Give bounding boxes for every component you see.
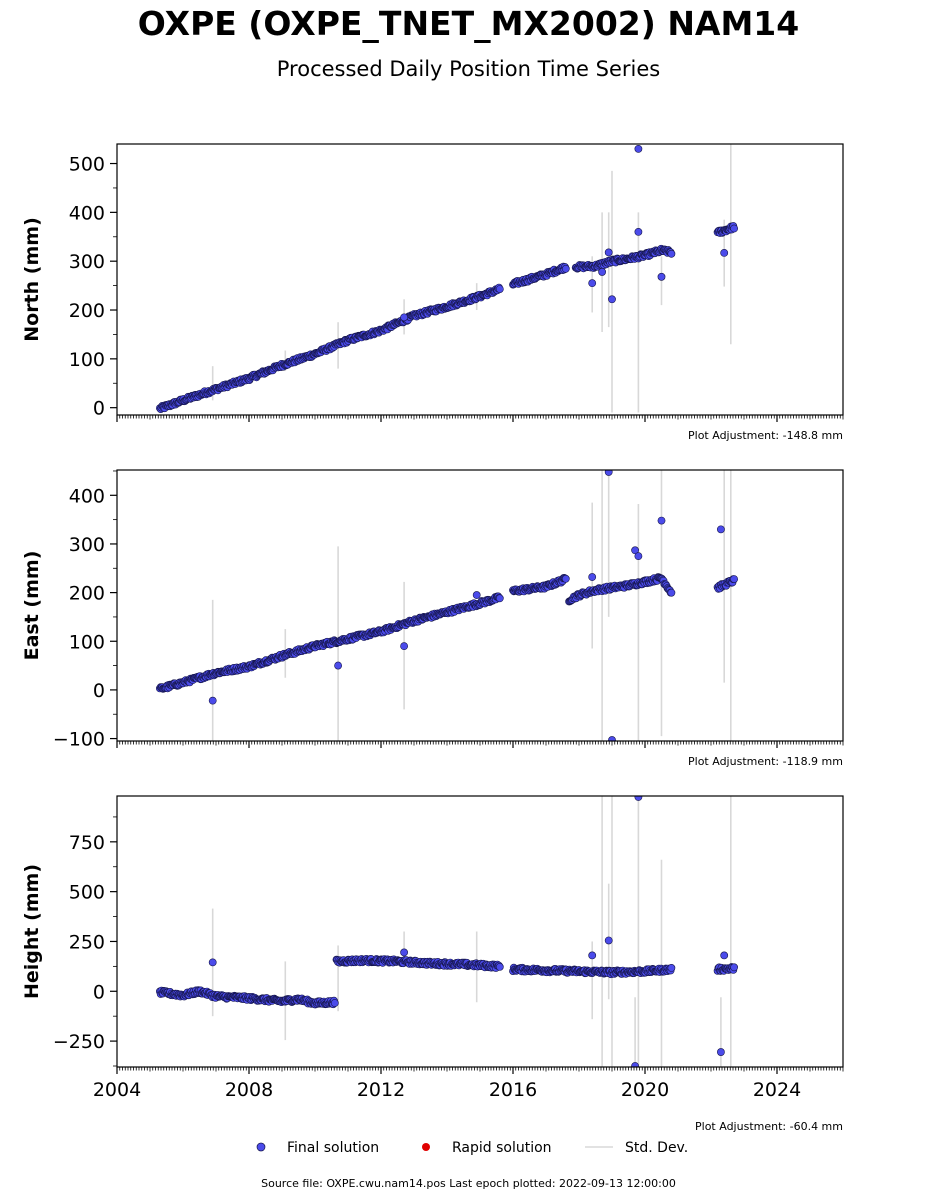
data-point	[561, 574, 570, 583]
outlier-point	[657, 272, 666, 281]
y-tick-label: 200	[69, 583, 105, 605]
y-tick-label: 500	[69, 882, 105, 904]
plot-area	[155, 470, 738, 741]
x-tick-label: 2024	[753, 1079, 801, 1101]
y-tick-label: 400	[69, 485, 105, 507]
y-axis-label: East (mm)	[21, 551, 43, 661]
outlier-point	[634, 227, 643, 236]
x-tick-label: 2020	[621, 1079, 669, 1101]
data-point	[667, 964, 676, 972]
x-tick-label: 2008	[225, 1079, 273, 1101]
y-tick-label: 400	[69, 202, 105, 224]
y-tick-label: 0	[93, 398, 105, 420]
outlier-point	[208, 696, 217, 705]
outlier-point	[604, 470, 613, 476]
outlier-point	[472, 591, 481, 599]
y-tick-label: 750	[69, 832, 105, 854]
chart-title: OXPE (OXPE_TNET_MX2002) NAM14	[137, 4, 800, 43]
y-tick-label: −250	[53, 1031, 105, 1053]
data-point	[667, 588, 676, 597]
data-point	[495, 963, 504, 971]
y-tick-label: 200	[69, 300, 105, 322]
outlier-point	[634, 144, 643, 153]
plot-adjustment-note: Plot Adjustment: -148.8 mm	[688, 429, 843, 442]
outlier-point	[631, 1062, 639, 1067]
legend: Final solution Rapid solution Std. Dev.	[256, 1140, 688, 1156]
outlier-point	[657, 516, 666, 525]
data-point	[730, 224, 738, 233]
outlier-point	[598, 268, 606, 276]
y-tick-label: 500	[69, 154, 105, 176]
legend-stddev-label: Std. Dev.	[625, 1140, 688, 1156]
y-tick-label: 300	[69, 534, 105, 556]
outlier-point	[720, 951, 729, 960]
x-tick-label: 2004	[93, 1079, 141, 1101]
plot-area	[155, 144, 738, 413]
y-axis-label: Height (mm)	[21, 864, 43, 999]
panel-3: 2004 2008 2012 2016 2020 2024 −250 0 250 500 750 He…	[21, 795, 844, 1133]
panel-frame	[116, 795, 844, 1068]
plot-adjustment-note: Plot Adjustment: -60.4 mm	[695, 1120, 843, 1133]
panel-1: 0 100 200 300 400 500 North (mm) Plot Adjustmen…	[21, 143, 844, 442]
y-tick-label: 100	[69, 349, 105, 371]
outlier-point	[400, 948, 408, 957]
y-tick-label: 0	[93, 981, 105, 1003]
y-tick-label: 300	[69, 251, 105, 273]
y-axis-label: North (mm)	[21, 217, 43, 342]
legend-final-label: Final solution	[287, 1140, 379, 1156]
outlier-point	[334, 661, 342, 670]
panel-frame	[116, 143, 844, 416]
outlier-point	[588, 279, 597, 288]
data-point	[730, 575, 738, 583]
outlier-point	[720, 248, 729, 257]
y-tick-label: 0	[93, 680, 105, 702]
outlier-point	[604, 936, 613, 945]
outlier-point	[717, 1048, 725, 1056]
outlier-point	[634, 796, 643, 801]
outlier-point	[400, 313, 408, 322]
legend-final-marker	[256, 1142, 266, 1152]
outlier-point	[717, 525, 725, 534]
x-tick-label: 2016	[489, 1079, 537, 1101]
source-footer: Source file: OXPE.cwu.nam14.pos Last epo…	[261, 1177, 676, 1190]
y-tick-label: 100	[69, 631, 105, 653]
data-point	[495, 285, 504, 293]
y-tick-label: 250	[69, 931, 105, 953]
data-point	[667, 249, 676, 258]
data-point	[495, 594, 504, 603]
legend-rapid-marker	[422, 1143, 430, 1151]
data-point	[561, 264, 570, 273]
plot-area	[155, 796, 738, 1067]
data-point	[730, 963, 738, 972]
x-tick-label: 2012	[357, 1079, 405, 1101]
outlier-point	[608, 736, 616, 741]
outlier-point	[588, 951, 597, 960]
plot-adjustment-note: Plot Adjustment: -118.9 mm	[688, 755, 843, 768]
outlier-point	[208, 958, 217, 967]
y-tick-label: −100	[53, 729, 105, 751]
legend-rapid-label: Rapid solution	[452, 1140, 552, 1156]
outlier-point	[400, 642, 408, 651]
panel-2: −100 0 100 200 300 400 East (mm) Plot Adjustmen…	[21, 469, 844, 768]
outlier-point	[604, 248, 613, 257]
outlier-point	[588, 573, 597, 581]
outlier-point	[631, 546, 639, 555]
data-point	[330, 999, 339, 1007]
outlier-point	[608, 295, 616, 304]
chart-subtitle: Processed Daily Position Time Series	[276, 57, 661, 81]
outlier-point	[634, 552, 643, 561]
